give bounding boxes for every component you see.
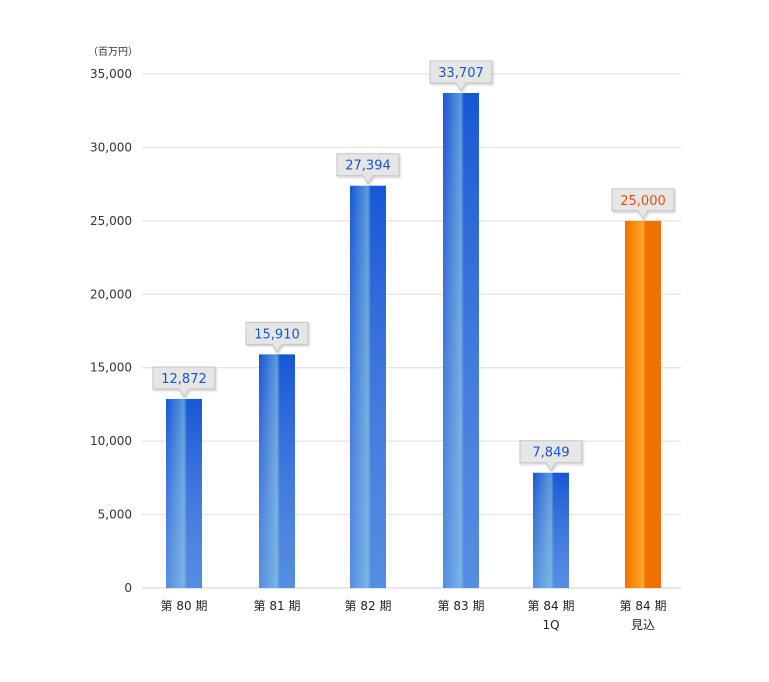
bar-shade bbox=[443, 92, 479, 588]
x-tick-label: 見込 bbox=[631, 618, 655, 632]
bar-shade bbox=[166, 398, 202, 588]
y-tick-label: 15,000 bbox=[90, 361, 132, 375]
y-tick-label: 10,000 bbox=[90, 434, 132, 448]
data-label: 7,849 bbox=[532, 446, 569, 461]
data-label: 33,707 bbox=[438, 66, 484, 81]
data-label: 15,910 bbox=[254, 327, 300, 342]
value-callout bbox=[245, 321, 309, 354]
y-axis-unit-label: （百万円） bbox=[88, 46, 138, 58]
value-callout bbox=[519, 440, 583, 472]
x-tick-label: 1Q bbox=[542, 618, 559, 632]
y-tick-label: 30,000 bbox=[90, 140, 132, 154]
value-callout bbox=[429, 60, 493, 92]
y-tick-label: 0 bbox=[124, 581, 132, 595]
value-callout bbox=[152, 366, 216, 398]
value-callout bbox=[611, 188, 675, 220]
y-tick-label: 35,000 bbox=[90, 67, 132, 81]
x-tick-label: 第 82 期 bbox=[345, 599, 392, 613]
y-axis: 0 5,000 10,000 15,000 20,000 25,000 30,000 35,0… bbox=[90, 67, 132, 595]
x-tick-label: 第 84 期 bbox=[528, 599, 575, 613]
data-label: 12,872 bbox=[161, 372, 207, 387]
y-tick-label: 20,000 bbox=[90, 287, 132, 301]
x-axis: 第 80 期第 81 期第 82 期第 83 期第 84 期1Q第 84 期見込 bbox=[161, 599, 667, 632]
x-tick-label: 第 83 期 bbox=[438, 599, 485, 613]
x-tick-label: 第 81 期 bbox=[254, 599, 301, 613]
gridlines bbox=[142, 73, 681, 589]
data-labels: 12,872 15,910 27,394 33,707 7,849 25,000 bbox=[152, 60, 675, 472]
bar-shade bbox=[533, 472, 569, 588]
data-label: 27,394 bbox=[345, 159, 391, 174]
y-tick-label: 5,000 bbox=[98, 508, 132, 522]
data-label: 25,000 bbox=[620, 194, 666, 209]
bar-forecast bbox=[625, 220, 661, 588]
bar-shade bbox=[350, 185, 386, 589]
value-callout bbox=[336, 153, 400, 185]
x-tick-label: 第 80 期 bbox=[161, 599, 208, 613]
bars bbox=[166, 92, 661, 589]
bar-shade bbox=[259, 354, 295, 588]
x-tick-label: 第 84 期 bbox=[620, 599, 667, 613]
y-tick-label: 25,000 bbox=[90, 214, 132, 228]
